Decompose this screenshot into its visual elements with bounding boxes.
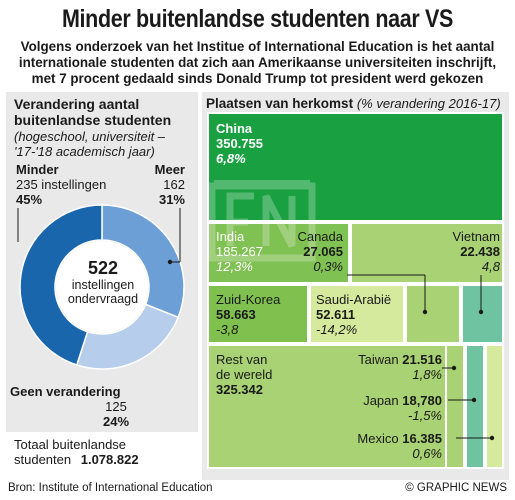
subtitle-line-3: met 7 procent gedaald sinds Donald Trump… <box>31 71 484 86</box>
geen-pct: 24% <box>102 414 130 429</box>
japan-leader-dot <box>471 397 477 403</box>
label-saudi-arabie: Saudi-Arabië 52.611 -14,2% <box>316 292 391 337</box>
donut-center-value: 522 <box>87 258 119 278</box>
label-saudi-arabie-change: -14,2% <box>316 322 358 337</box>
label-zuid-korea: Zuid-Korea 58.663 -3,8 <box>216 292 280 337</box>
label-vietnam: Vietnam 22.438 4,8 <box>453 229 500 274</box>
donut-slice-minder <box>19 204 103 366</box>
minder-count: 235 instellingen <box>16 177 107 192</box>
geen-count: 125 <box>105 399 127 414</box>
label-taiwan: Taiwan 21.516 1,8% <box>358 352 442 382</box>
tile-india <box>207 222 350 284</box>
label-japan: Japan 18,780 -1,5% <box>363 393 442 423</box>
donut-heading-line-1: Verandering aantal <box>14 96 140 112</box>
label-zuid-korea-value: 58.663 <box>216 307 256 322</box>
total-label-line-2: studenten <box>14 452 72 467</box>
label-taiwan-change: 1,8% <box>412 367 442 382</box>
treemap-heading-note: (% verandering 2016-17) <box>356 96 501 111</box>
tile-vietnam <box>461 284 504 344</box>
donut-heading-line-2: buitenlandse studenten <box>14 112 172 128</box>
label-india: India 185.267 12,3% <box>216 229 263 274</box>
mexico-leader-dot <box>489 435 495 441</box>
label-vietnam-name: Vietnam <box>452 229 500 244</box>
taiwan-leader-dot <box>451 365 457 371</box>
donut-hole <box>56 241 148 333</box>
label-china-change: 6,8% <box>216 151 246 166</box>
label-rest-name-1: Rest van <box>216 352 268 367</box>
meer-leader-dot <box>167 259 173 265</box>
meer-label: Meer <box>154 162 185 177</box>
minder-label: Minder <box>16 162 59 177</box>
credit: © GRAPHIC NEWS <box>405 482 507 494</box>
vietnam-leader-dot <box>478 309 484 315</box>
label-mexico: Mexico 16.385 0,6% <box>357 431 442 461</box>
label-japan-value: 18,780 <box>402 393 442 408</box>
source-note: Bron: Institute of International Educati… <box>8 482 213 494</box>
treemap-overlay <box>208 180 495 441</box>
label-rest: Rest van de wereld 325.342 <box>216 352 272 397</box>
total-value: 1.078.822 <box>80 452 139 467</box>
treemap-heading: Plaatsen van herkomst <box>206 96 354 111</box>
total-label-line-2-row: studenten 1.078.822 <box>14 452 139 467</box>
donut-heading: Verandering aantal buitenlandse studente… <box>14 96 171 128</box>
label-saudi-arabie-name: Saudi-Arabië <box>316 292 392 307</box>
label-mexico-name: Mexico <box>357 431 399 446</box>
donut-slice-meer <box>101 204 185 319</box>
treemap-heading-row: Plaatsen van herkomst (% verandering 201… <box>206 96 501 112</box>
label-taiwan-name: Taiwan <box>358 352 399 367</box>
minder-label-block: Minder 235 instellingen 45% <box>16 162 106 207</box>
donut-chart <box>17 204 185 370</box>
label-taiwan-value: 21.516 <box>402 352 442 367</box>
total-label-block: Totaal buitenlandse studenten 1.078.822 <box>14 437 139 467</box>
donut-center-line-2: ondervraagd <box>67 292 139 306</box>
label-zuid-korea-name: Zuid-Korea <box>216 292 281 307</box>
donut-center: 522 instellingen ondervraagd <box>58 258 148 306</box>
donut-center-line-1: instellingen <box>71 278 135 292</box>
label-canada-name: Canada <box>297 229 343 244</box>
label-china: China 350.755 6,8% <box>216 121 263 166</box>
tile-canada <box>405 284 461 344</box>
label-rest-name-2: de wereld <box>216 367 273 382</box>
page-title: Minder buitenlandse studenten naar VS <box>61 5 454 33</box>
label-canada-change: 0,3% <box>313 259 343 274</box>
label-china-name: China <box>216 121 253 136</box>
subtitle-line-1: Volgens onderzoek van het Institue of In… <box>20 39 495 54</box>
meer-pct: 31% <box>158 192 185 207</box>
watermark-logo <box>208 180 316 262</box>
donut-note-line-2: '17-'18 academisch jaar) <box>14 144 155 159</box>
label-canada-value: 27.065 <box>303 244 343 259</box>
tile-zuid-korea <box>207 284 309 344</box>
minder-pct: 45% <box>16 192 43 207</box>
label-india-name: India <box>216 229 245 244</box>
label-india-value: 185.267 <box>216 244 263 259</box>
tile-canada-vietnam <box>350 222 504 284</box>
donut-note-line-1: (hogeschool, universiteit – <box>14 129 166 144</box>
label-zuid-korea-change: -3,8 <box>216 322 239 337</box>
label-vietnam-value: 22.438 <box>460 244 500 259</box>
label-vietnam-change: 4,8 <box>481 259 500 274</box>
label-china-value: 350.755 <box>216 136 263 151</box>
total-label-line-1: Totaal buitenlandse <box>14 437 127 452</box>
label-canada: Canada 27.065 0,3% <box>297 229 343 274</box>
label-rest-value: 325.342 <box>216 382 263 397</box>
geen-label-text: Geen verandering <box>10 384 121 399</box>
label-mexico-value: 16.385 <box>402 431 442 446</box>
tile-china <box>207 112 504 222</box>
label-saudi-arabie-value: 52.611 <box>316 307 356 322</box>
geen-label: Geen verandering <box>10 384 121 399</box>
tile-saudi-arabie <box>309 284 405 344</box>
label-india-change: 12,3% <box>216 259 253 274</box>
meer-count: 162 <box>163 177 185 192</box>
label-japan-change: -1,5% <box>408 408 442 423</box>
total-box <box>0 432 198 480</box>
subtitle-line-2: internationale studenten dat zich aan Am… <box>18 55 497 70</box>
label-japan-name: Japan <box>363 393 399 408</box>
canada-leader-dot <box>422 309 428 315</box>
meer-label-block: Meer 162 31% <box>155 162 185 207</box>
donut-note: (hogeschool, universiteit – '17-'18 acad… <box>14 129 165 159</box>
label-mexico-change: 0,6% <box>412 446 442 461</box>
geen-values: 125 24% <box>96 399 136 429</box>
